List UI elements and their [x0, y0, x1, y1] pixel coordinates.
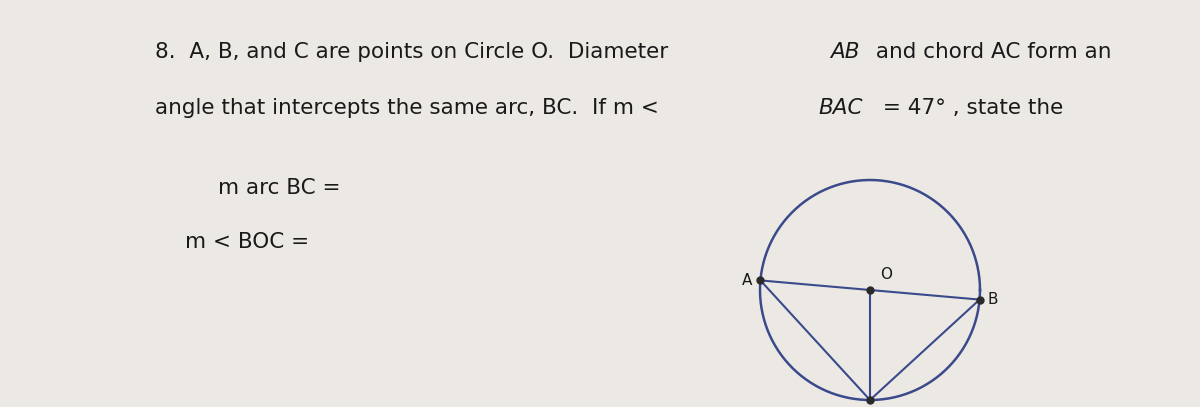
Text: and chord AC form an: and chord AC form an [869, 42, 1111, 62]
Text: = 47° , state the: = 47° , state the [876, 98, 1063, 118]
Text: m arc BC =: m arc BC = [218, 178, 341, 198]
Text: O: O [880, 267, 892, 282]
Text: angle that intercepts the same arc, BC.  If m <: angle that intercepts the same arc, BC. … [155, 98, 666, 118]
Text: BAC: BAC [818, 98, 863, 118]
Text: A: A [742, 273, 752, 288]
Text: 8.  A, B, and C are points on Circle O.  Diameter: 8. A, B, and C are points on Circle O. D… [155, 42, 676, 62]
Text: B: B [988, 292, 998, 307]
Text: m < BOC =: m < BOC = [185, 232, 310, 252]
Text: AB: AB [830, 42, 860, 62]
